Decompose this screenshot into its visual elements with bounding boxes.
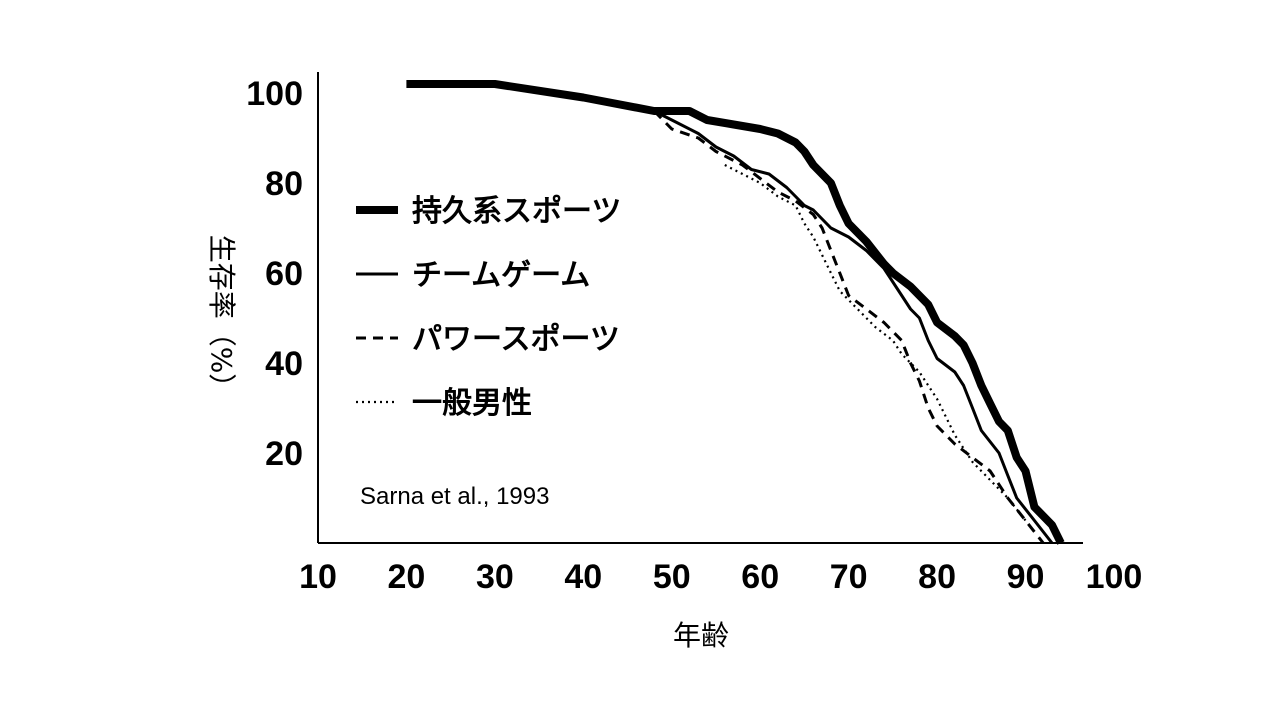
x-tick-label: 50 <box>653 558 691 596</box>
series-line-1 <box>406 80 1065 545</box>
legend-label: 一般男性 <box>412 386 532 421</box>
y-tick-labels: 20 40 60 80 100 <box>246 75 303 473</box>
x-axis-title: 年齢 <box>673 619 729 652</box>
x-tick-labels: 10 20 30 40 50 60 70 80 90 100 <box>299 558 1142 596</box>
x-tick-label: 80 <box>918 558 956 596</box>
series-lines <box>406 80 1065 545</box>
x-tick-label: 60 <box>741 558 779 596</box>
y-tick-label: 80 <box>265 165 303 203</box>
y-axis-title: 生存率（%） <box>205 235 238 402</box>
x-tick-label: 70 <box>830 558 868 596</box>
x-tick-label: 90 <box>1007 558 1045 596</box>
y-tick-label: 20 <box>265 435 303 473</box>
series-line-4 <box>724 164 1027 522</box>
legend-label: 持久系スポーツ <box>412 194 621 229</box>
series-line-3 <box>653 109 1045 544</box>
x-tick-label: 40 <box>564 558 602 596</box>
x-tick-label: 10 <box>299 558 337 596</box>
legend-label: チームゲーム <box>412 258 590 293</box>
y-tick-label: 60 <box>265 255 303 293</box>
y-tick-label: 100 <box>246 75 303 113</box>
y-tick-label: 40 <box>265 345 303 383</box>
source-annotation: Sarna et al., 1993 <box>360 483 549 510</box>
axes <box>317 72 1083 544</box>
series-line-2 <box>653 109 1054 544</box>
legend-label: パワースポーツ <box>412 322 620 357</box>
x-tick-label: 100 <box>1086 558 1143 596</box>
x-tick-label: 30 <box>476 558 514 596</box>
x-tick-label: 20 <box>388 558 426 596</box>
